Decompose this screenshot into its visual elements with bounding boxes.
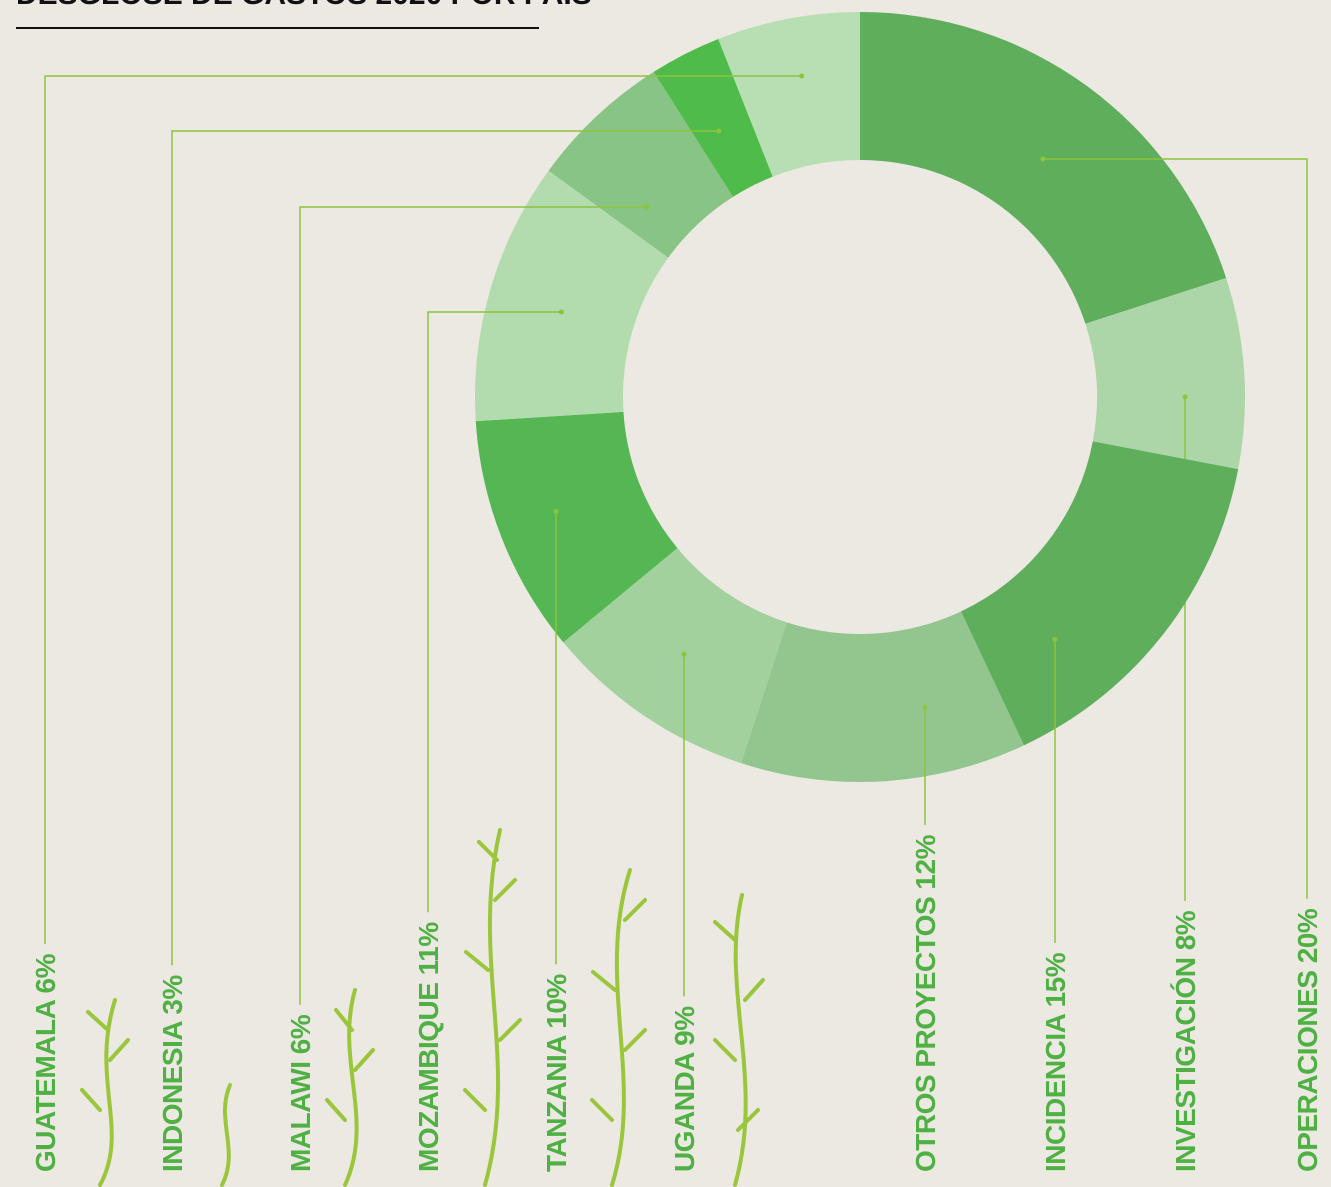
vine xyxy=(610,868,632,1187)
category-label: MALAWI 6% xyxy=(285,1014,316,1172)
category-label: INDONESIA 3% xyxy=(157,975,188,1172)
category-label: OPERACIONES 20% xyxy=(1292,908,1323,1172)
category-label: UGANDA 9% xyxy=(669,1006,700,1172)
leader-line xyxy=(427,311,562,913)
donut-segment xyxy=(653,39,773,197)
value-label: 3% xyxy=(157,975,188,1015)
leader-dot xyxy=(922,704,928,710)
leader-dot xyxy=(644,204,650,210)
donut-segment xyxy=(474,170,669,422)
category-label: INCIDENCIA 15% xyxy=(1040,952,1071,1172)
category-label: MOZAMBIQUE 11% xyxy=(413,922,444,1172)
vine-leaves xyxy=(590,898,647,1122)
leader-dot xyxy=(558,309,564,315)
leader-line xyxy=(299,206,648,1005)
category-name: INDONESIA xyxy=(157,1021,188,1172)
vine-leaves xyxy=(325,1008,375,1122)
donut-segment xyxy=(960,441,1239,746)
category-name: TANZANIA xyxy=(541,1035,572,1172)
category-name: MALAWI xyxy=(285,1061,316,1172)
value-label: 6% xyxy=(285,1014,316,1054)
donut-segment xyxy=(563,548,787,764)
value-label: 15% xyxy=(1040,952,1071,1007)
category-name: MOZAMBIQUE xyxy=(413,983,444,1172)
value-label: 10% xyxy=(541,974,572,1029)
donut-segment xyxy=(860,12,1227,324)
donut-segment xyxy=(1085,278,1245,470)
leader-dot xyxy=(1052,636,1058,642)
value-label: 11% xyxy=(413,922,444,976)
vine xyxy=(483,828,502,1187)
category-name: UGANDA xyxy=(669,1052,700,1172)
leader-dot xyxy=(1182,394,1188,400)
value-label: 8% xyxy=(1170,910,1201,950)
leader-line xyxy=(171,130,719,966)
donut-segment xyxy=(475,411,678,643)
donut-segment xyxy=(718,12,860,177)
category-name: OTROS PROYECTOS xyxy=(910,897,941,1172)
value-label: 6% xyxy=(30,953,61,993)
value-label: 20% xyxy=(1292,908,1323,963)
category-name: OPERACIONES xyxy=(1292,971,1323,1172)
vine xyxy=(343,988,359,1187)
category-label: INVESTIGACIÓN 8% xyxy=(1170,910,1201,1172)
category-name: INVESTIGACIÓN xyxy=(1170,958,1201,1172)
value-label: 12% xyxy=(910,834,941,889)
leader-line xyxy=(44,75,802,944)
category-name: GUATEMALA xyxy=(30,999,61,1172)
category-name: INCIDENCIA xyxy=(1040,1013,1071,1172)
vine-leaves xyxy=(713,920,765,1132)
vine-leaves xyxy=(80,1010,130,1112)
category-label: TANZANIA 10% xyxy=(541,974,572,1172)
vine xyxy=(220,1083,232,1187)
leader-dot xyxy=(681,651,687,657)
leader-dot xyxy=(553,508,559,514)
donut-segment xyxy=(741,611,1024,782)
vine xyxy=(733,893,748,1187)
chart-title: DESGLOSE DE GASTOS 2020 POR PAÍS xyxy=(16,0,592,11)
leader-dot xyxy=(716,128,722,134)
category-label: GUATEMALA 6% xyxy=(30,953,61,1172)
value-label: 9% xyxy=(669,1006,700,1046)
leader-dot xyxy=(1040,156,1046,162)
category-label: OTROS PROYECTOS 12% xyxy=(910,834,941,1172)
donut-segment xyxy=(548,71,734,258)
leader-dot xyxy=(799,73,805,79)
vines xyxy=(80,828,765,1187)
leader-line xyxy=(1042,158,1308,899)
vine-leaves xyxy=(463,840,522,1112)
